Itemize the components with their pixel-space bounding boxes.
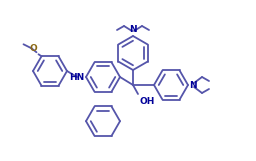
Text: O: O bbox=[30, 44, 37, 53]
Text: OH: OH bbox=[139, 97, 154, 106]
Text: N: N bbox=[189, 80, 197, 90]
Text: HN: HN bbox=[69, 72, 84, 81]
Text: N: N bbox=[129, 25, 137, 34]
